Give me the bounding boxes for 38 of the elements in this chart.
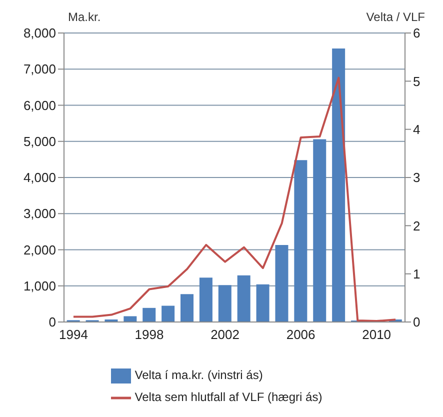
bar — [180, 294, 194, 322]
bar — [124, 316, 137, 322]
y-tick-label: 2,000 — [23, 242, 56, 258]
y2-tick-label: 3 — [413, 170, 420, 186]
legend-label: Velta sem hlutfall af VLF (hægri ás) — [134, 390, 322, 404]
bar — [218, 285, 232, 322]
bar — [142, 308, 156, 322]
y-tick-label: 3,000 — [23, 206, 56, 222]
x-tick-label: 2002 — [210, 327, 240, 342]
y2-tick-label: 2 — [413, 218, 420, 234]
y2-tick-label: 5 — [413, 74, 420, 89]
x-tick-label: 1998 — [134, 327, 164, 342]
y-tick-label: 6,000 — [23, 98, 56, 113]
y-tick-label: 5,000 — [23, 134, 56, 149]
y2-axis-title: Velta / VLF — [366, 10, 425, 24]
bar — [275, 245, 288, 322]
y-tick-label: 7,000 — [23, 62, 56, 77]
y2-tick-label: 1 — [413, 266, 420, 282]
y-axis-title: Ma.kr. — [68, 10, 101, 24]
bar — [237, 275, 250, 322]
bar — [162, 306, 175, 322]
legend-label: Velta í ma.kr. (vinstri ás) — [134, 368, 263, 382]
y2-tick-label: 4 — [413, 122, 420, 137]
y2-tick-label: 6 — [413, 26, 420, 41]
line-series — [72, 76, 397, 322]
y2-tick-label: 0 — [413, 314, 420, 330]
bar — [332, 48, 346, 322]
y-tick-label: 8,000 — [23, 26, 56, 41]
y-tick-label: 4,000 — [23, 170, 56, 186]
y-tick-label: 1,000 — [23, 278, 56, 294]
bar — [199, 278, 212, 322]
bar — [294, 160, 308, 322]
x-tick-label: 1994 — [59, 327, 88, 342]
bar — [313, 139, 326, 322]
bar — [256, 284, 270, 322]
y-tick-label: 0 — [48, 314, 56, 330]
x-tick-label: 2010 — [362, 327, 392, 342]
x-tick-label: 2006 — [286, 327, 316, 342]
